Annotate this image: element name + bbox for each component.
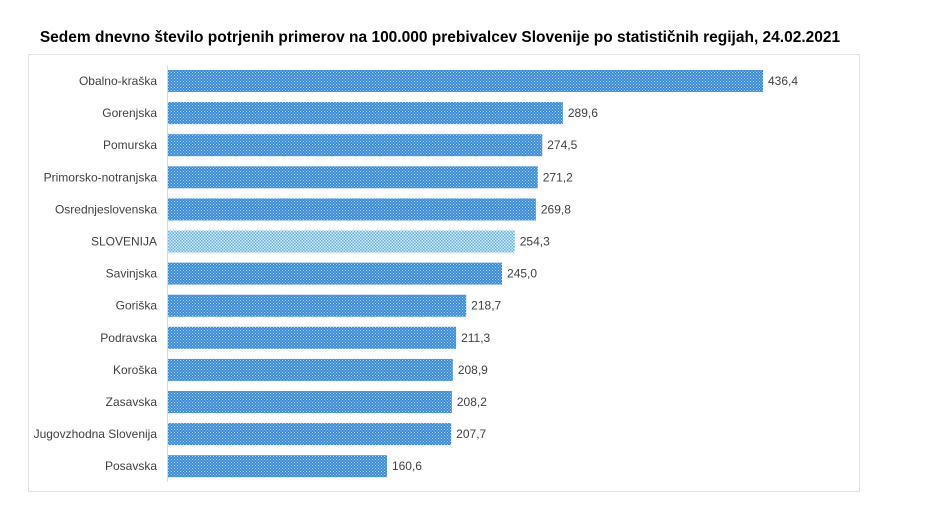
category-label: Primorsko-notranjska xyxy=(44,170,158,184)
category-label: Posavska xyxy=(105,459,157,473)
category-label: Savinjska xyxy=(106,267,158,281)
data-label: 254,3 xyxy=(520,235,550,249)
data-label: 207,7 xyxy=(456,427,486,441)
bar xyxy=(168,70,763,92)
data-label: 274,5 xyxy=(547,138,577,152)
data-label: 436,4 xyxy=(768,74,798,88)
data-label: 160,6 xyxy=(392,459,422,473)
bar xyxy=(168,294,467,317)
chart-title: Sedem dnevno število potrjenih primerov … xyxy=(39,29,841,46)
category-label: Gorenjska xyxy=(102,106,157,120)
data-label: 211,3 xyxy=(461,331,490,345)
category-label: SLOVENIJA xyxy=(91,235,157,249)
chart-frame xyxy=(28,54,860,492)
category-label: Koroška xyxy=(113,363,157,377)
bar xyxy=(168,326,457,349)
category-label: Osrednjeslovenska xyxy=(55,202,157,216)
bar xyxy=(168,455,387,478)
data-label: 289,6 xyxy=(568,106,598,120)
bar xyxy=(168,102,563,125)
bar xyxy=(168,134,543,157)
data-label: 208,9 xyxy=(458,363,488,377)
data-label: 245,0 xyxy=(507,267,537,281)
data-label: 269,8 xyxy=(541,202,571,216)
category-label: Zasavska xyxy=(106,395,158,409)
bar xyxy=(168,262,503,285)
bar xyxy=(168,391,452,413)
category-label: Podravska xyxy=(100,331,157,345)
data-label: 208,2 xyxy=(457,395,487,409)
data-label: 271,2 xyxy=(543,170,573,184)
data-label: 218,7 xyxy=(471,299,501,313)
category-label: Obalno-kraška xyxy=(79,74,157,88)
category-label: Pomurska xyxy=(103,138,157,152)
bar xyxy=(168,230,515,253)
bar xyxy=(168,423,452,446)
bar xyxy=(168,358,453,381)
category-label: Goriška xyxy=(116,299,158,313)
category-label: Jugovzhodna Slovenija xyxy=(34,427,158,441)
bar xyxy=(168,166,538,189)
bar xyxy=(168,198,536,221)
